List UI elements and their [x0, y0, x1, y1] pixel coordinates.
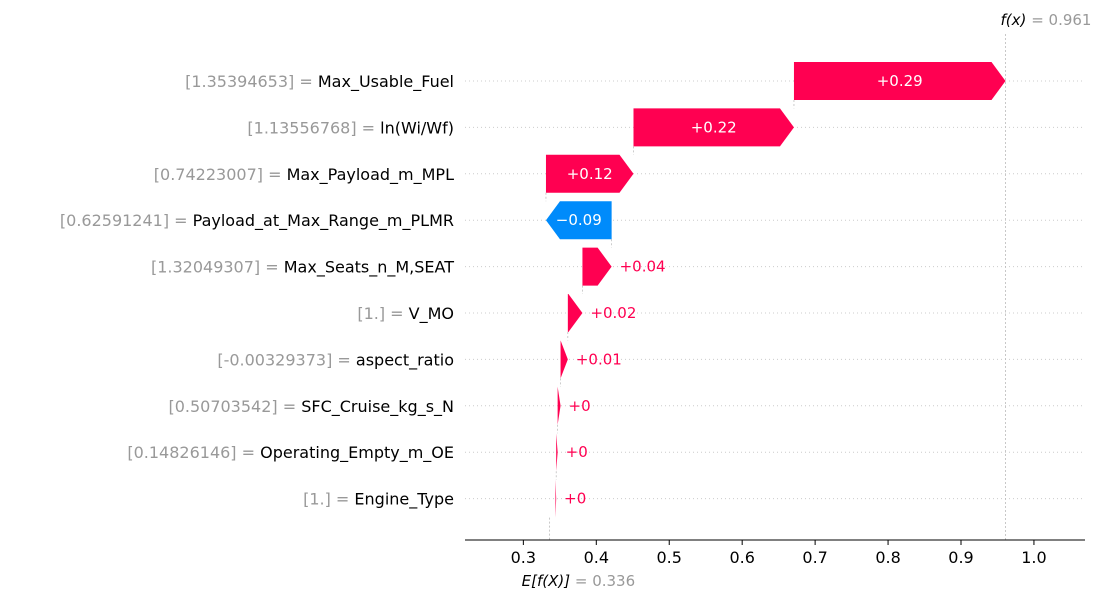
contribution-label: +0	[566, 443, 588, 461]
feature-name: V_MO	[409, 304, 454, 324]
feature-equals: =	[169, 211, 193, 230]
feature-value: [-0.00329373]	[217, 350, 332, 369]
feature-value: [1.]	[303, 490, 331, 509]
x-axis-ticks: 0.3 0.4 0.5 0.6 0.7 0.8 0.9 1.0	[511, 540, 1047, 567]
output-value-equals: =	[1031, 11, 1048, 29]
feature-value: [1.32049307]	[151, 258, 260, 277]
contribution-bar	[545, 154, 634, 193]
contribution-bars: +0.29 +0.22 +0.12 −0.09 +0.04 +0.02 +0.01 +0 +0 +…	[545, 62, 1006, 518]
feature-name: SFC_Cruise_kg_s_N	[301, 397, 454, 417]
base-value-equals: =	[575, 572, 592, 590]
contribution-label: +0.29	[877, 72, 923, 90]
feature-equals: =	[385, 304, 409, 323]
base-value-label: E[f(X)]	[522, 572, 571, 590]
feature-equals: =	[331, 490, 355, 509]
contribution-label: +0.04	[620, 258, 666, 276]
contribution-bar	[793, 62, 1006, 100]
contribution-bar	[633, 108, 794, 147]
feature-label: [1.] = Engine_Type	[303, 490, 454, 510]
feature-equals: =	[332, 350, 356, 369]
reference-lines	[549, 34, 1006, 540]
feature-value: [1.35394653]	[185, 72, 294, 91]
feature-name: Max_Payload_m_MPL	[287, 165, 455, 185]
feature-labels: [1.35394653] = Max_Usable_Fuel [1.1355676…	[60, 72, 454, 510]
x-tick-label: 0.5	[657, 548, 682, 567]
output-value-annotation: f(x) = 0.961	[1001, 11, 1092, 29]
contribution-bar	[582, 247, 612, 286]
x-tick-label: 1.0	[1021, 548, 1046, 567]
output-value-number: 0.961	[1049, 11, 1092, 29]
contribution-label: −0.09	[556, 211, 602, 229]
feature-equals: =	[263, 165, 287, 184]
feature-value: [0.62591241]	[60, 211, 169, 230]
feature-name: ln(Wi/Wf)	[380, 118, 454, 137]
base-value-number: 0.336	[592, 572, 635, 590]
feature-label: [0.62591241] = Payload_at_Max_Range_m_PL…	[60, 211, 454, 231]
feature-value: [0.14826146]	[127, 443, 236, 462]
x-tick-label: 0.4	[584, 548, 609, 567]
feature-name: Payload_at_Max_Range_m_PLMR	[193, 211, 454, 231]
feature-equals: =	[278, 397, 302, 416]
feature-label: [-0.00329373] = aspect_ratio	[217, 350, 454, 370]
x-tick-label: 0.9	[948, 548, 973, 567]
feature-label: [1.] = V_MO	[357, 304, 454, 324]
feature-equals: =	[237, 443, 261, 462]
contribution-label: +0.01	[576, 350, 622, 368]
feature-value: [1.13556768]	[247, 118, 356, 137]
contribution-label: +0.02	[590, 304, 636, 322]
feature-label: [1.35394653] = Max_Usable_Fuel	[185, 72, 454, 92]
feature-label: [0.14826146] = Operating_Empty_m_OE	[127, 443, 454, 463]
feature-equals: =	[260, 258, 284, 277]
feature-name: aspect_ratio	[356, 350, 454, 370]
contribution-bar	[567, 294, 583, 332]
x-tick-label: 0.7	[802, 548, 827, 567]
x-tick-label: 0.3	[511, 548, 536, 567]
feature-equals: =	[357, 118, 381, 137]
x-axis: 0.3 0.4 0.5 0.6 0.7 0.8 0.9 1.0	[465, 539, 1085, 567]
contribution-label: +0	[569, 397, 591, 415]
feature-value: [1.]	[357, 304, 385, 323]
feature-value: [0.50703542]	[168, 397, 277, 416]
feature-name: Operating_Empty_m_OE	[260, 443, 454, 463]
contribution-bar	[556, 433, 558, 472]
feature-label: [1.32049307] = Max_Seats_n_M,SEAT	[151, 258, 454, 278]
feature-label: [0.50703542] = SFC_Cruise_kg_s_N	[168, 397, 454, 417]
contribution-label: +0	[564, 490, 586, 508]
x-tick-label: 0.6	[729, 548, 754, 567]
base-value-annotation: E[f(X)] = 0.336	[522, 572, 636, 590]
contribution-bar	[545, 201, 612, 240]
x-tick-label: 0.8	[875, 548, 900, 567]
feature-label: [1.13556768] = ln(Wi/Wf)	[247, 118, 454, 137]
feature-name: Engine_Type	[354, 490, 454, 510]
contribution-label: +0.22	[691, 118, 737, 136]
output-value-label: f(x)	[1001, 11, 1027, 29]
contribution-bar	[557, 386, 561, 425]
feature-name: Max_Seats_n_M,SEAT	[284, 258, 454, 278]
contribution-bar	[555, 479, 557, 518]
feature-value: [0.74223007]	[154, 165, 263, 184]
contribution-label: +0.12	[567, 165, 613, 183]
feature-label: [0.74223007] = Max_Payload_m_MPL	[154, 165, 454, 185]
feature-name: Max_Usable_Fuel	[318, 72, 454, 92]
feature-equals: =	[294, 72, 318, 91]
contribution-bar	[560, 340, 568, 379]
